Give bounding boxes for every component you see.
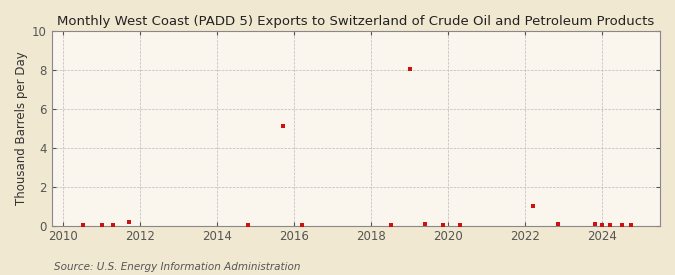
Title: Monthly West Coast (PADD 5) Exports to Switzerland of Crude Oil and Petroleum Pr: Monthly West Coast (PADD 5) Exports to S… bbox=[57, 15, 655, 28]
Text: Source: U.S. Energy Information Administration: Source: U.S. Energy Information Administ… bbox=[54, 262, 300, 272]
Y-axis label: Thousand Barrels per Day: Thousand Barrels per Day bbox=[15, 51, 28, 205]
